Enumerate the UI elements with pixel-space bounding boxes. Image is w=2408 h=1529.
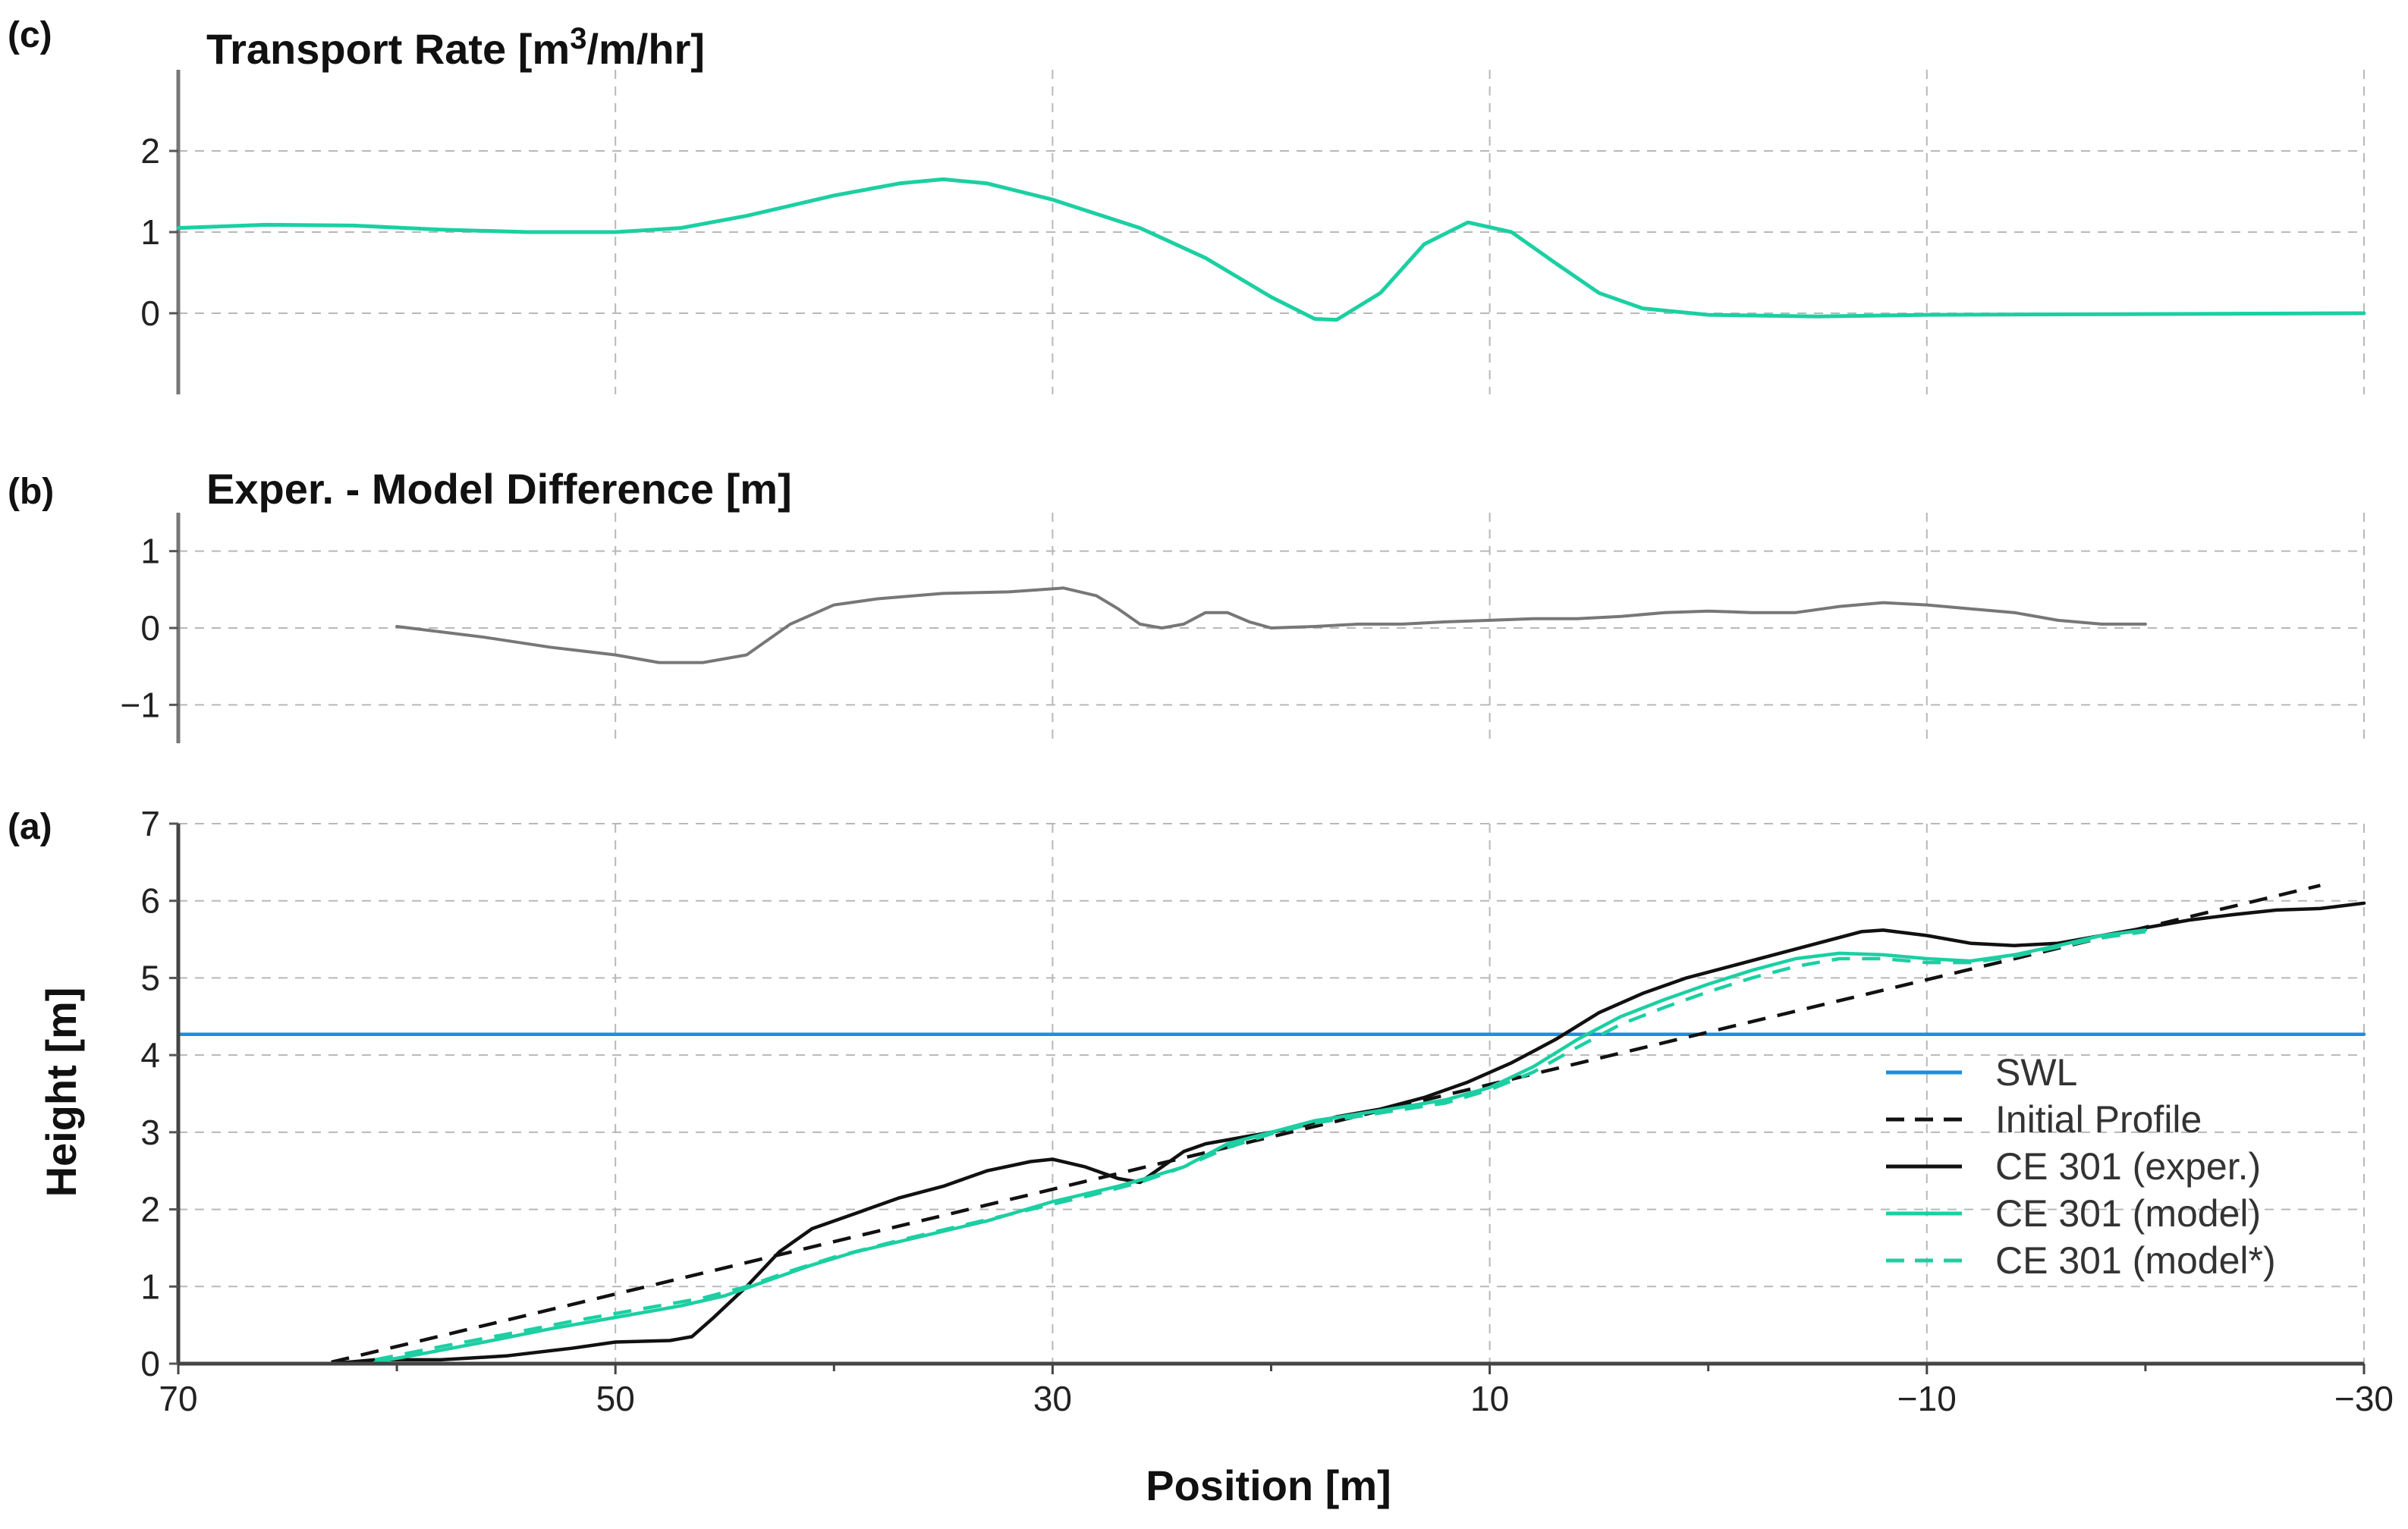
series-line-exper-model-difference bbox=[395, 586, 2147, 664]
series-line-initial-profile bbox=[331, 884, 2321, 1364]
panel-transport-rate: (c) Transport Rate [m3/m/hr] 0 1 2 bbox=[8, 15, 2366, 394]
y-tick-label: 0 bbox=[140, 608, 160, 648]
panel-title-c: Transport Rate [m3/m/hr] bbox=[206, 22, 705, 73]
y-tick-label: 2 bbox=[140, 1190, 160, 1229]
x-tick-label: −30 bbox=[2334, 1379, 2394, 1418]
y-tick-label: 3 bbox=[140, 1113, 160, 1152]
legend-label: Initial Profile bbox=[1995, 1098, 2202, 1141]
y-tick-label: 5 bbox=[140, 958, 160, 997]
y-tick-label: 7 bbox=[140, 804, 160, 843]
series-line-ce-301-model bbox=[373, 928, 2148, 1364]
x-tick-label: 10 bbox=[1470, 1379, 1509, 1418]
x-axis-label: Position [m] bbox=[1146, 1461, 1391, 1509]
x-tick-label: 70 bbox=[159, 1379, 197, 1418]
x-tick-label: −10 bbox=[1897, 1379, 1957, 1418]
x-tick-label: 30 bbox=[1033, 1379, 1072, 1418]
panel-label-c: (c) bbox=[8, 15, 52, 55]
y-tick-label: 0 bbox=[140, 294, 160, 333]
series-line-ce-301-model bbox=[374, 930, 2146, 1362]
y-tick-label: 2 bbox=[140, 131, 160, 171]
legend-label: CE 301 (model) bbox=[1995, 1192, 2261, 1235]
panel-label-a: (a) bbox=[8, 807, 52, 847]
panel-title-b: Exper. - Model Difference [m] bbox=[206, 465, 792, 513]
y-axis-label: Height [m] bbox=[37, 987, 85, 1198]
y-tick-label: 1 bbox=[140, 532, 160, 571]
series-line-transport-rate bbox=[176, 177, 2366, 322]
x-tick-label: 50 bbox=[596, 1379, 635, 1418]
legend-label: SWL bbox=[1995, 1051, 2077, 1094]
legend-label: CE 301 (model*) bbox=[1995, 1239, 2276, 1282]
y-tick-label: 6 bbox=[140, 881, 160, 921]
y-tick-label: 1 bbox=[140, 1267, 160, 1306]
y-tick-label: −1 bbox=[121, 685, 160, 724]
y-tick-label: 1 bbox=[140, 212, 160, 252]
panel-label-b: (b) bbox=[8, 472, 54, 512]
y-tick-label: 0 bbox=[140, 1344, 160, 1383]
legend-label: CE 301 (exper.) bbox=[1995, 1145, 2261, 1188]
y-tick-label: 4 bbox=[140, 1035, 160, 1075]
panel-difference: (b) Exper. - Model Difference [m] −1 0 1 bbox=[8, 465, 2365, 743]
